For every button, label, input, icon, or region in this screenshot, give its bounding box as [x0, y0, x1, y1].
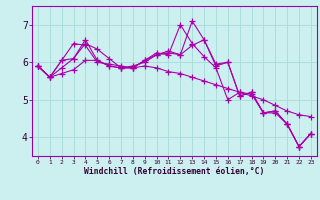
X-axis label: Windchill (Refroidissement éolien,°C): Windchill (Refroidissement éolien,°C) [84, 167, 265, 176]
